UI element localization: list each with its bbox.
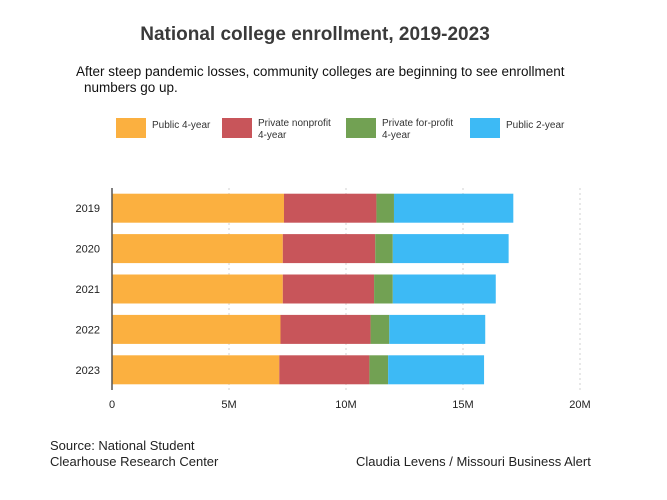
legend-label-line-2: 4-year: [382, 130, 411, 141]
y-tick-label: 2020: [76, 244, 100, 256]
x-tick-label: 20M: [569, 399, 590, 411]
bar-segment: [374, 274, 393, 304]
credit-note: Claudia Levens / Missouri Business Alert: [356, 454, 591, 469]
bar-segment: [112, 234, 283, 264]
bar-segment: [375, 234, 393, 264]
bar-segment: [376, 193, 394, 223]
bar-segment: [283, 193, 377, 223]
bar-segment: [282, 274, 375, 304]
y-tick-label: 2022: [76, 324, 100, 336]
legend-label-line-2: 4-year: [258, 130, 287, 141]
bar-segment: [279, 355, 370, 385]
x-tick-label: 10M: [335, 399, 356, 411]
legend-swatch-private-for-profit: [346, 118, 376, 138]
legend-item-public-2-year: Public 2-year: [470, 118, 564, 138]
bar-segment: [280, 314, 371, 344]
x-tick-label: 5M: [221, 399, 236, 411]
bar-segment: [112, 193, 284, 223]
legend-item-private-nonprofit: Private nonprofit 4-year: [222, 118, 331, 142]
legend-label: Private nonprofit 4-year: [258, 118, 331, 142]
y-tick-label: 2023: [76, 365, 100, 377]
legend-item-public-4-year: Public 4-year: [116, 118, 210, 138]
legend-item-private-for-profit: Private for-profit 4-year: [346, 118, 453, 142]
bar-segment: [392, 234, 509, 264]
subtitle-line-1: After steep pandemic losses, community c…: [76, 64, 565, 79]
bar-segment: [112, 355, 280, 385]
legend-label: Private for-profit 4-year: [382, 118, 453, 142]
legend-label-line-1: Private nonprofit: [258, 118, 331, 129]
legend-swatch-public-4-year: [116, 118, 146, 138]
legend-label-line-1: Private for-profit: [382, 118, 454, 129]
x-tick-label: 0: [109, 399, 115, 411]
bar-segment: [392, 274, 496, 304]
bar-segment: [369, 355, 389, 385]
y-tick-label: 2019: [76, 203, 100, 215]
source-line-1: Source: National Student: [50, 438, 195, 453]
source-line-2: Clearhouse Research Center: [50, 454, 219, 469]
legend-swatch-private-nonprofit: [222, 118, 252, 138]
bar-segment: [388, 355, 485, 385]
legend-label: Public 4-year: [152, 120, 211, 131]
bar-segment: [389, 314, 486, 344]
y-tick-label: 2021: [76, 284, 100, 296]
legend-swatch-public-2-year: [470, 118, 500, 138]
bar-segment: [393, 193, 514, 223]
subtitle-line-2: numbers go up.: [84, 80, 178, 95]
bar-segment: [282, 234, 376, 264]
legend-label: Public 2-year: [506, 120, 565, 131]
bar-segment: [112, 274, 283, 304]
bar-segment: [370, 314, 390, 344]
chart-title: National college enrollment, 2019-2023: [140, 24, 490, 45]
chart-subtitle: After steep pandemic losses, community c…: [76, 64, 576, 96]
bar-segment: [112, 314, 281, 344]
x-tick-label: 15M: [452, 399, 473, 411]
source-note: Source: National Student Clearhouse Rese…: [50, 438, 218, 470]
